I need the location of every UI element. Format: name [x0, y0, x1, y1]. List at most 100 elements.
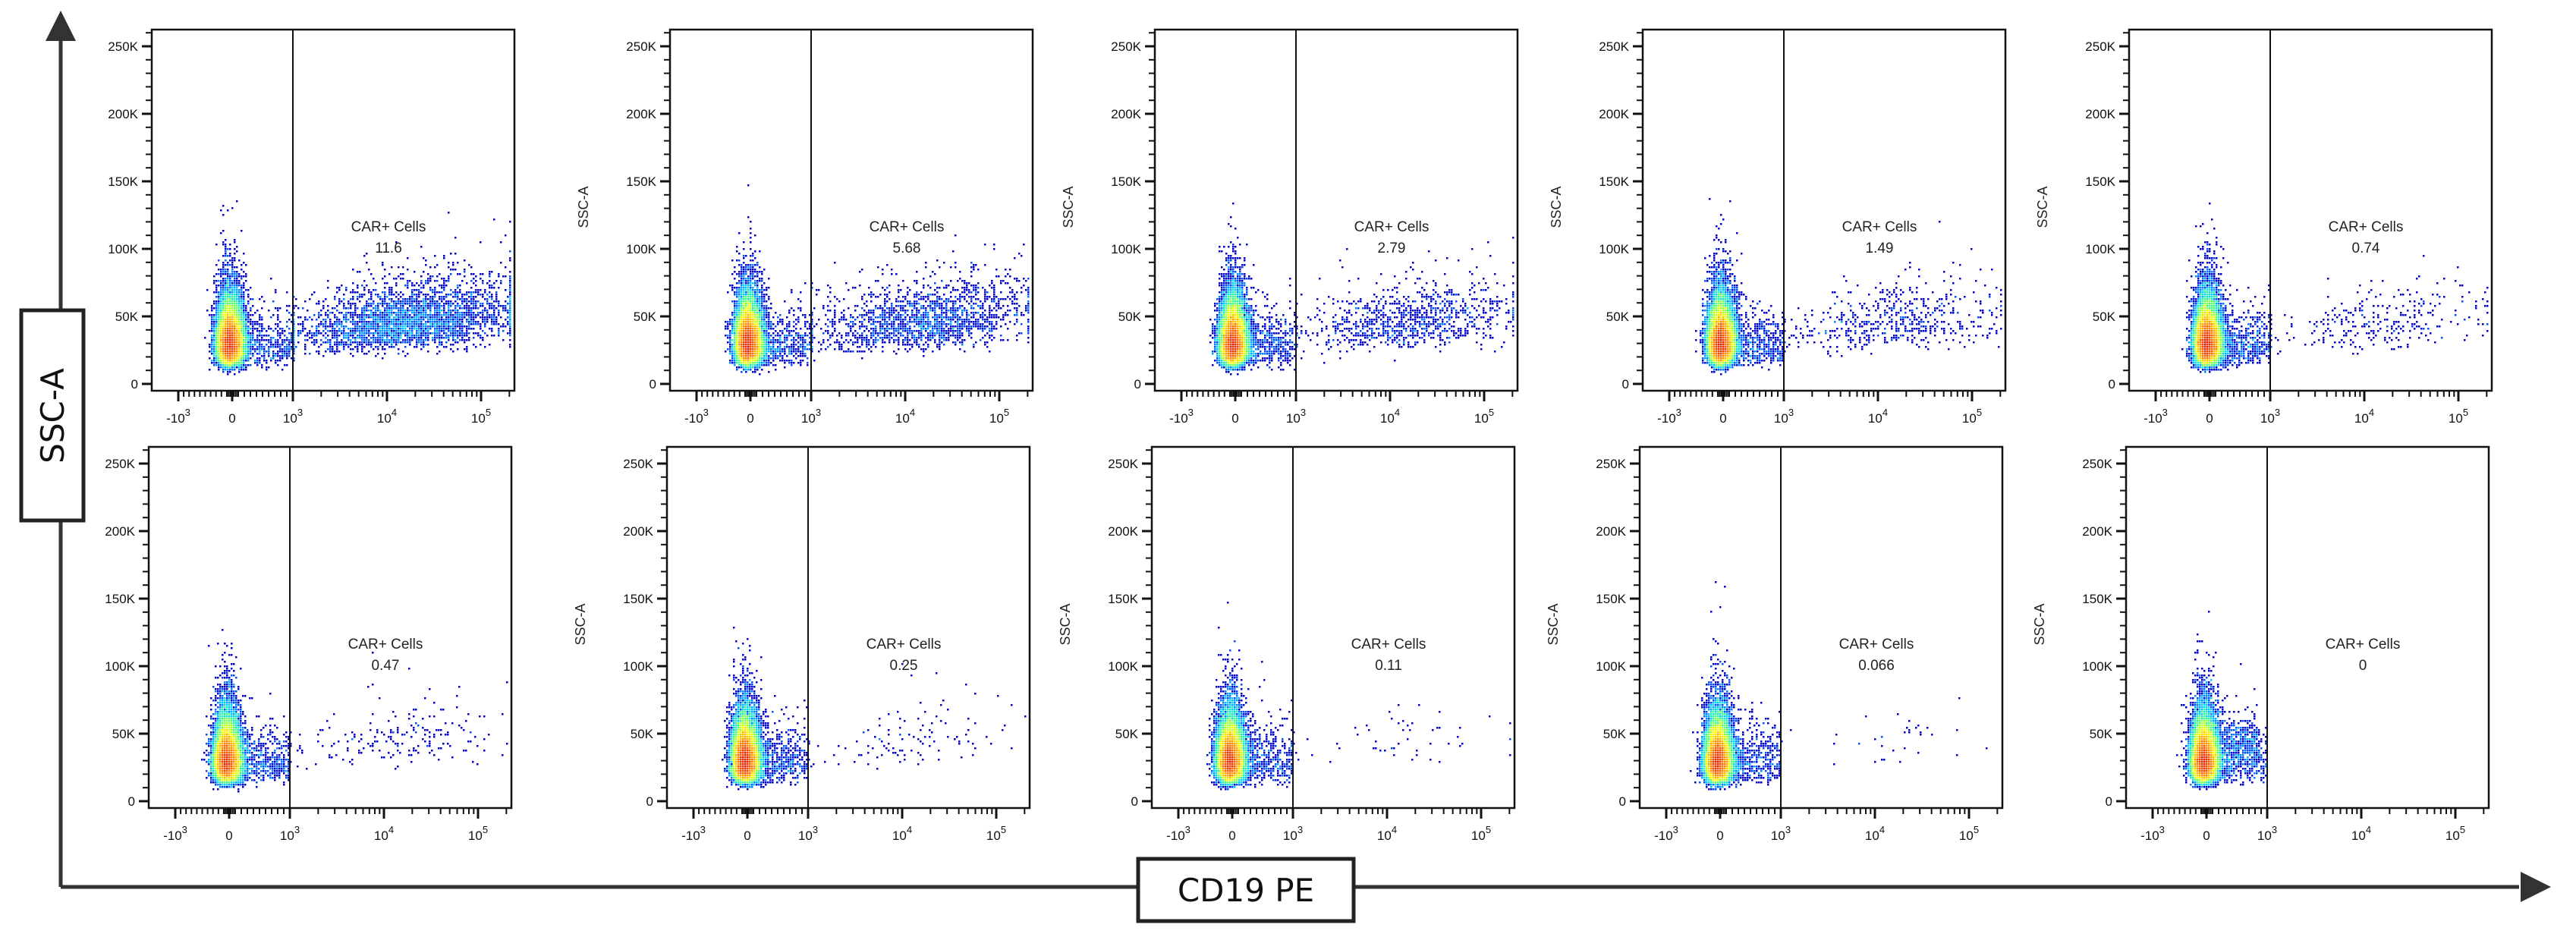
event-dot — [779, 344, 782, 346]
event-dot — [225, 273, 227, 275]
event-dot — [995, 305, 998, 307]
event-dot — [231, 337, 234, 339]
event-dot — [434, 291, 436, 294]
event-dot — [743, 348, 745, 351]
event-dot — [325, 332, 327, 335]
event-dot — [756, 335, 759, 337]
event-dot — [470, 266, 473, 269]
event-dot — [211, 316, 213, 319]
event-dot — [827, 332, 829, 335]
event-dot — [797, 351, 800, 353]
event-dot — [354, 321, 357, 323]
event-dot — [759, 364, 761, 366]
event-dot — [968, 330, 970, 332]
event-dot — [898, 285, 900, 287]
event-dot — [284, 351, 286, 353]
event-dot — [491, 319, 493, 321]
event-dot — [807, 364, 809, 366]
event-dot — [459, 332, 461, 335]
event-dot — [738, 289, 741, 291]
event-dot — [277, 325, 279, 328]
event-dot — [741, 355, 743, 357]
event-dot — [834, 296, 836, 298]
event-dot — [955, 310, 957, 312]
event-dot — [322, 307, 325, 310]
event-dot — [768, 319, 770, 321]
event-dot — [429, 289, 432, 291]
event-dot — [761, 341, 763, 344]
event-dot — [457, 294, 459, 296]
event-dot — [848, 332, 850, 335]
event-dot — [266, 339, 268, 341]
event-dot — [370, 325, 373, 328]
event-dot — [220, 346, 222, 348]
event-dot — [220, 314, 222, 316]
event-dot — [736, 296, 738, 298]
event-dot — [745, 321, 747, 323]
event-dot — [973, 312, 975, 314]
event-dot — [277, 353, 279, 355]
event-dot — [747, 316, 750, 319]
event-dot — [925, 300, 927, 303]
event-dot — [370, 314, 373, 316]
event-dot — [218, 348, 220, 351]
event-dot — [759, 321, 761, 323]
event-dot — [225, 239, 227, 241]
event-dot — [482, 273, 484, 275]
event-dot — [893, 316, 895, 319]
event-dot — [904, 323, 907, 325]
event-dot — [231, 264, 234, 266]
event-dot — [975, 319, 977, 321]
event-dot — [505, 275, 507, 278]
event-dot — [416, 337, 418, 339]
event-dot — [782, 341, 784, 344]
event-dot — [466, 319, 468, 321]
event-dot — [731, 328, 734, 330]
event-dot — [759, 250, 761, 253]
event-dot — [977, 291, 980, 294]
event-dot — [861, 339, 863, 341]
event-dot — [452, 321, 454, 323]
event-dot — [434, 323, 436, 325]
event-dot — [734, 364, 736, 366]
event-dot — [877, 307, 879, 310]
event-dot — [884, 314, 886, 316]
event-dot — [448, 321, 450, 323]
event-dot — [270, 339, 272, 341]
event-dot — [418, 335, 420, 337]
event-dot — [952, 250, 955, 253]
event-dot — [848, 289, 850, 291]
event-dot — [245, 337, 247, 339]
event-dot — [245, 328, 247, 330]
event-dot — [756, 285, 759, 287]
event-dot — [393, 294, 395, 296]
event-dot — [423, 319, 425, 321]
event-dot — [404, 314, 407, 316]
event-dot — [252, 346, 254, 348]
event-dot — [377, 328, 379, 330]
event-dot — [752, 296, 754, 298]
event-dot — [834, 310, 836, 312]
event-dot — [450, 253, 452, 255]
event-dot — [452, 351, 454, 353]
event-dot — [218, 285, 220, 287]
event-dot — [454, 335, 457, 337]
event-dot — [473, 321, 475, 323]
event-dot — [866, 300, 868, 303]
event-dot — [480, 312, 482, 314]
event-dot — [334, 337, 336, 339]
event-dot — [736, 321, 738, 323]
event-dot — [327, 316, 329, 319]
event-dot — [1021, 312, 1023, 314]
event-dot — [234, 266, 236, 269]
event-dot — [952, 287, 955, 289]
event-dot — [366, 314, 368, 316]
event-dot — [404, 330, 407, 332]
event-dot — [423, 300, 425, 303]
event-dot — [498, 335, 500, 337]
event-dot — [268, 366, 270, 369]
event-dot — [261, 364, 263, 366]
event-dot — [772, 323, 775, 325]
event-dot — [386, 316, 388, 319]
